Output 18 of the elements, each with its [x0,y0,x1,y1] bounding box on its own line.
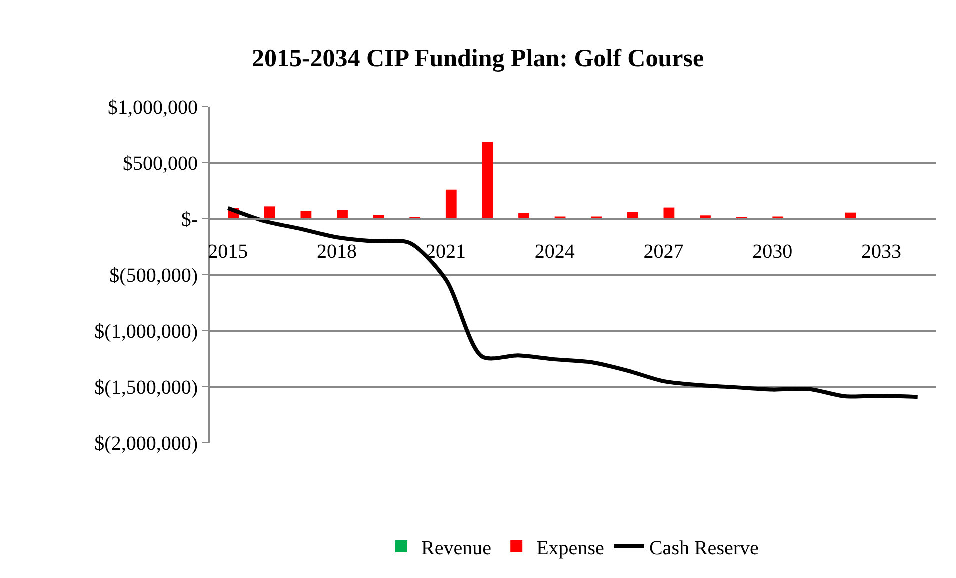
chart-title: 2015-2034 CIP Funding Plan: Golf Course [252,46,704,73]
legend-label: Revenue [422,537,492,560]
legend-label: Cash Reserve [649,537,760,560]
x-tick-label: 2030 [752,241,793,263]
x-tick-label: 2018 [317,241,358,263]
x-tick-label: 2027 [644,241,684,263]
y-tick-label: $- [181,209,198,231]
x-tick-label: 2024 [534,241,575,263]
x-tick-label: 2033 [862,241,902,263]
y-tick-label: $(1,500,000) [94,377,198,399]
y-tick-label: $(1,000,000) [94,321,198,343]
x-tick-label: 2015 [208,241,248,263]
x-tick-label: 2021 [426,241,466,263]
legend-label: Expense [536,537,604,560]
y-tick-label: $1,000,000 [108,97,198,119]
y-tick-label: $(500,000) [110,265,198,287]
y-tick-label: $500,000 [123,153,198,175]
y-tick-label: $(2,000,000) [94,433,198,455]
